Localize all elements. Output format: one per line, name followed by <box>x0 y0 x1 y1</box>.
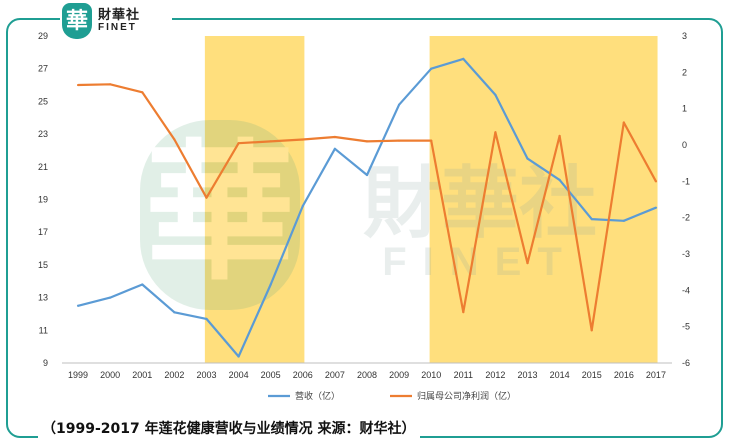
y-left-tick-label: 13 <box>38 293 48 303</box>
logo-name-en: FINET <box>98 22 137 33</box>
y-right-tick-label: -1 <box>682 176 690 186</box>
x-tick-label: 2016 <box>614 370 634 380</box>
data-point <box>109 296 112 299</box>
y-right-tick-label: -2 <box>682 213 690 223</box>
data-point <box>430 139 433 142</box>
data-point <box>269 283 272 286</box>
legend-label: 归属母公司净利润（亿） <box>417 390 516 402</box>
x-tick-label: 1999 <box>68 370 88 380</box>
chart-caption: （1999-2017 年莲花健康营收与业绩情况 来源：财华社） <box>38 418 420 438</box>
y-left-tick-label: 15 <box>38 260 48 270</box>
x-tick-label: 2015 <box>582 370 602 380</box>
data-point <box>237 142 240 145</box>
y-left-tick-label: 23 <box>38 129 48 139</box>
svg-text:華: 華 <box>145 125 295 301</box>
finet-badge-icon: 華 <box>62 3 92 39</box>
x-tick-label: 2017 <box>646 370 666 380</box>
data-point <box>205 196 208 199</box>
data-point <box>173 311 176 314</box>
data-point <box>141 283 144 286</box>
x-tick-label: 2014 <box>550 370 570 380</box>
axes: 911131517192123252729-6-5-4-3-2-10123199… <box>38 31 690 380</box>
data-point <box>237 355 240 358</box>
svg-text:FINET: FINET <box>382 240 578 284</box>
data-point <box>558 178 561 181</box>
data-point <box>365 140 369 143</box>
data-point <box>109 83 112 86</box>
x-tick-label: 2008 <box>357 370 377 380</box>
data-point <box>622 219 625 222</box>
y-right-tick-label: 1 <box>682 104 687 114</box>
x-tick-label: 2001 <box>132 370 152 380</box>
legend-label: 营收（亿） <box>295 390 340 402</box>
x-tick-label: 2002 <box>164 370 184 380</box>
x-tick-label: 2011 <box>454 370 473 380</box>
svg-text:財華社: 財華社 <box>363 159 597 249</box>
data-point <box>76 83 80 87</box>
data-point <box>622 121 625 124</box>
data-point <box>654 180 658 183</box>
data-point <box>365 173 369 177</box>
data-point <box>398 139 401 142</box>
y-right-tick-label: -6 <box>682 358 690 368</box>
data-point <box>269 140 272 143</box>
highlight-band-0 <box>204 36 305 363</box>
y-left-tick-label: 29 <box>38 31 48 41</box>
x-tick-label: 2006 <box>293 370 313 380</box>
y-left-tick-label: 17 <box>38 227 48 237</box>
finet-logo: 華 財華社 FINET <box>60 2 172 40</box>
y-left-tick-label: 25 <box>38 96 48 106</box>
data-point <box>333 147 336 150</box>
y-left-tick-label: 11 <box>39 325 48 335</box>
data-point <box>462 57 465 60</box>
data-point <box>76 304 80 307</box>
logo-name-cn: 財華社 <box>98 8 141 23</box>
y-left-tick-label: 19 <box>38 195 48 205</box>
x-tick-label: 2013 <box>518 370 538 380</box>
x-tick-label: 2004 <box>229 370 249 380</box>
y-right-tick-label: -5 <box>682 322 690 332</box>
data-point <box>494 131 497 134</box>
chart-legend: 营收（亿） 归属母公司净利润（亿） <box>268 390 516 402</box>
x-tick-label: 2010 <box>421 370 441 380</box>
data-point <box>654 206 658 209</box>
data-point <box>141 91 144 94</box>
y-left-tick-label: 21 <box>38 162 48 172</box>
x-tick-label: 2000 <box>100 370 120 380</box>
data-point <box>526 261 529 265</box>
data-point <box>462 311 465 314</box>
x-tick-label: 2005 <box>261 370 281 380</box>
data-point <box>205 317 208 320</box>
y-right-tick-label: 2 <box>682 67 687 77</box>
data-point <box>494 93 497 96</box>
data-point <box>526 157 529 160</box>
data-point <box>590 329 593 332</box>
y-right-tick-label: -4 <box>682 285 690 295</box>
x-tick-label: 2007 <box>325 370 345 380</box>
y-right-tick-label: -3 <box>682 249 690 259</box>
x-tick-label: 2009 <box>389 370 409 380</box>
data-point <box>558 134 561 138</box>
y-left-tick-label: 9 <box>43 358 48 368</box>
series-lines <box>76 57 658 358</box>
x-tick-label: 2012 <box>485 370 505 380</box>
data-point <box>173 138 176 141</box>
data-point <box>333 135 336 139</box>
watermark-logo: 華 財華社 FINET <box>140 120 597 310</box>
data-point <box>301 204 304 208</box>
data-point <box>430 67 433 70</box>
data-point <box>301 138 304 141</box>
y-right-tick-label: 0 <box>682 140 687 150</box>
y-right-tick-label: 3 <box>682 31 687 41</box>
data-point <box>590 218 593 221</box>
x-tick-label: 2003 <box>196 370 216 380</box>
data-point <box>398 103 401 106</box>
y-left-tick-label: 27 <box>38 64 48 74</box>
